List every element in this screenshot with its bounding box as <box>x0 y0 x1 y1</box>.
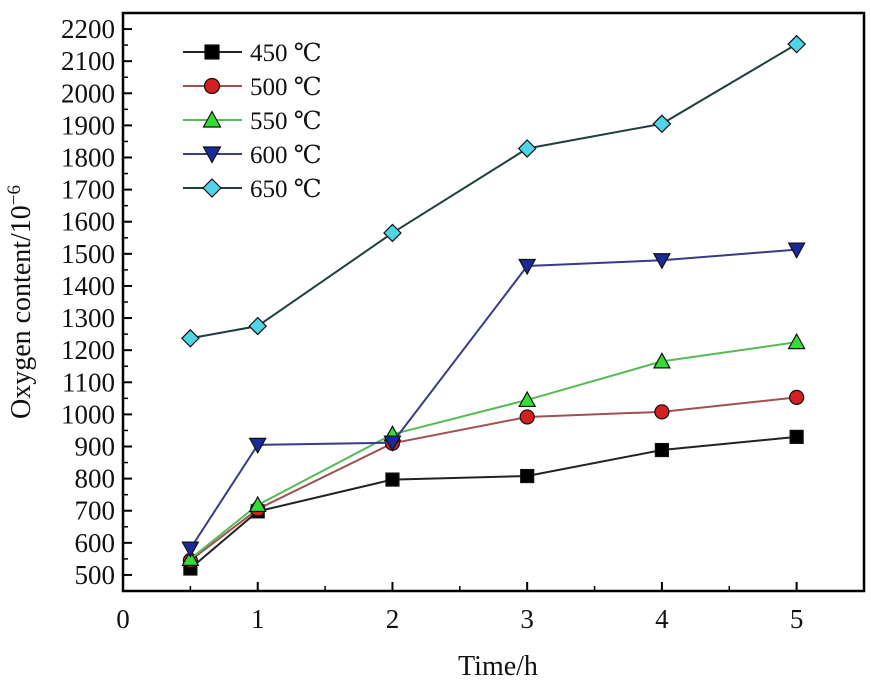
y-tick-label: 700 <box>75 496 116 526</box>
series-layer <box>181 34 806 576</box>
x-tick-label: 3 <box>520 604 534 634</box>
series-line <box>189 248 797 550</box>
data-point <box>787 332 806 350</box>
legend-marker <box>204 44 220 60</box>
legend-label: 450 ℃ <box>250 40 322 67</box>
legend-marker <box>202 178 222 198</box>
data-point <box>385 472 400 487</box>
legend-item: 450 ℃ <box>183 40 322 67</box>
data-point <box>383 435 402 452</box>
y-tick-label: 900 <box>75 432 116 462</box>
data-point <box>181 328 200 348</box>
y-tick-label: 1500 <box>61 239 115 269</box>
y-tick-label: 1800 <box>61 143 115 173</box>
data-point <box>518 258 537 276</box>
y-tick-label: 1200 <box>61 335 115 365</box>
series-line <box>189 396 797 562</box>
y-tick-label: 1400 <box>61 271 115 301</box>
data-point <box>519 409 535 425</box>
y-tick-label: 1600 <box>61 207 115 237</box>
data-point <box>652 352 671 369</box>
y-tick-label: 2100 <box>61 46 115 76</box>
series <box>181 242 806 558</box>
y-tick-label: 1300 <box>61 303 115 333</box>
series-line <box>189 341 797 560</box>
legend-marker <box>202 110 222 128</box>
data-point <box>248 316 268 336</box>
data-point <box>181 541 200 558</box>
y-tick-label: 1100 <box>62 367 115 397</box>
series <box>181 332 806 566</box>
legend-item: 550 ℃ <box>183 108 322 135</box>
series <box>181 34 806 348</box>
legend-label: 600 ℃ <box>250 142 322 169</box>
data-point <box>654 442 670 458</box>
y-tick-label: 800 <box>75 464 116 494</box>
data-point <box>652 253 671 270</box>
data-point <box>518 390 537 408</box>
x-axis: 0 1 2 3 4 5 <box>116 582 803 634</box>
y-axis-title-main: Oxygen content/10 <box>6 205 37 419</box>
data-point <box>789 389 805 405</box>
y-axis: 5006007008009001000110012001300140015001… <box>61 14 132 590</box>
series-line <box>189 435 797 570</box>
y-tick-label: 600 <box>75 528 116 558</box>
y-tick-label: 1000 <box>61 399 115 429</box>
legend-label: 500 ℃ <box>250 74 322 101</box>
data-point <box>787 34 806 54</box>
legend-item: 500 ℃ <box>183 74 322 101</box>
series-line <box>190 43 798 340</box>
data-point <box>520 468 535 484</box>
x-axis-title: Time/h <box>458 651 538 682</box>
plot-frame <box>121 11 866 593</box>
x-tick-label: 0 <box>116 604 130 634</box>
x-tick-label: 2 <box>386 604 400 634</box>
series <box>182 389 805 569</box>
data-point <box>654 404 670 420</box>
data-point <box>383 223 402 243</box>
x-tick-label: 5 <box>790 604 804 634</box>
y-tick-label: 1900 <box>61 110 115 140</box>
legend-marker <box>202 146 222 164</box>
data-point <box>248 495 267 513</box>
data-point <box>181 549 200 566</box>
data-point <box>248 437 267 455</box>
y-axis-title: Oxygen content/10−6 <box>4 185 37 419</box>
y-tick-label: 2000 <box>61 78 115 108</box>
x-tick-label: 1 <box>251 604 265 634</box>
legend-marker <box>203 77 221 95</box>
data-point <box>789 429 804 444</box>
y-tick-label: 500 <box>75 560 116 590</box>
legend-item: 600 ℃ <box>183 142 322 169</box>
data-point <box>652 114 672 134</box>
data-point <box>787 242 806 259</box>
series <box>183 429 804 576</box>
data-point <box>517 139 537 158</box>
legend-item: 650 ℃ <box>183 176 322 203</box>
y-axis-title-superscript: −6 <box>4 185 25 205</box>
y-tick-label: 1700 <box>61 175 115 205</box>
y-tick-label: 2200 <box>61 14 115 44</box>
legend-label: 550 ℃ <box>250 108 322 135</box>
legend-label: 650 ℃ <box>250 176 322 203</box>
legend: 450 ℃ 500 ℃ 550 ℃ 600 ℃ 650 ℃ <box>183 40 322 203</box>
x-tick-label: 4 <box>655 604 669 634</box>
